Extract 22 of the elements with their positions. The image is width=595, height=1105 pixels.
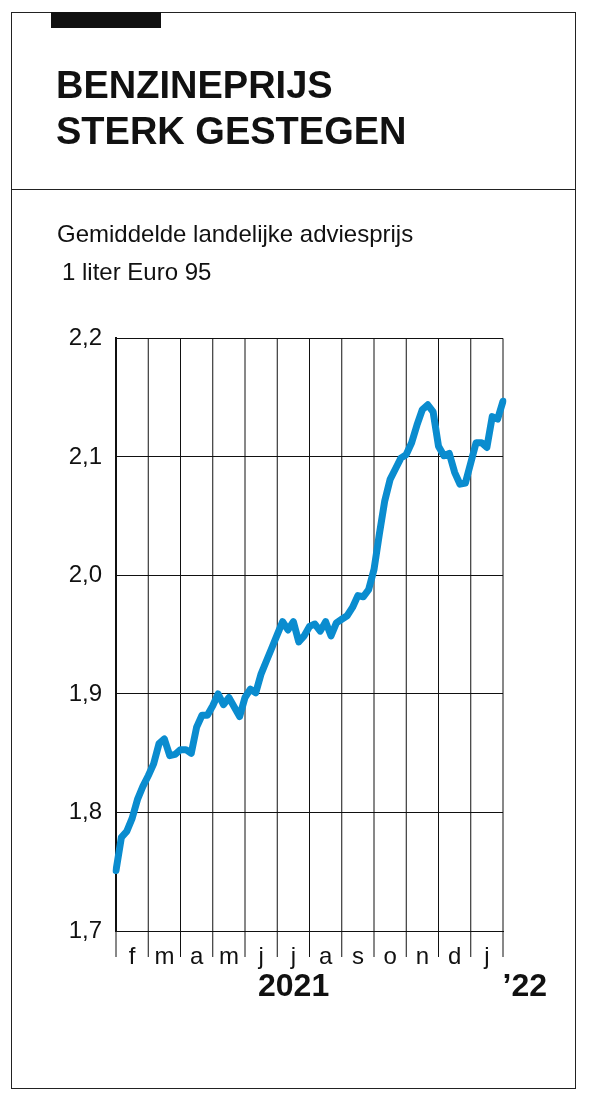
x-tick-label: j bbox=[289, 942, 297, 970]
x-tick-label: j bbox=[257, 942, 264, 970]
x-tick-label: d bbox=[447, 942, 462, 970]
x-tick-label: f bbox=[128, 942, 136, 970]
y-tick-label: 1,8 bbox=[68, 797, 102, 825]
x-tick-label: a bbox=[189, 942, 204, 970]
y-tick-label: 2,0 bbox=[68, 560, 102, 588]
y-tick-label: 1,7 bbox=[68, 915, 102, 943]
x-tick-label: o bbox=[383, 942, 397, 970]
chart-title: BENZINEPRIJS STERK GESTEGEN bbox=[56, 63, 407, 154]
y-tick-label: 2,2 bbox=[68, 323, 102, 351]
text: ’22 bbox=[502, 967, 547, 1004]
x-tick-label: n bbox=[415, 942, 430, 970]
x-tick-label: a bbox=[318, 942, 333, 970]
chart-subtitle: Gemiddelde landelijke adviesprijs bbox=[57, 220, 414, 248]
y-axis-title: 1 liter Euro 95 bbox=[62, 258, 212, 286]
x-tick-label: m bbox=[154, 942, 175, 970]
x-tick-label: j bbox=[483, 942, 490, 970]
y-tick-label: 2,1 bbox=[68, 441, 102, 469]
x-tick-label: s bbox=[351, 942, 364, 970]
x-tick-label: m bbox=[218, 942, 239, 970]
y-tick-label: 1,9 bbox=[68, 678, 102, 706]
